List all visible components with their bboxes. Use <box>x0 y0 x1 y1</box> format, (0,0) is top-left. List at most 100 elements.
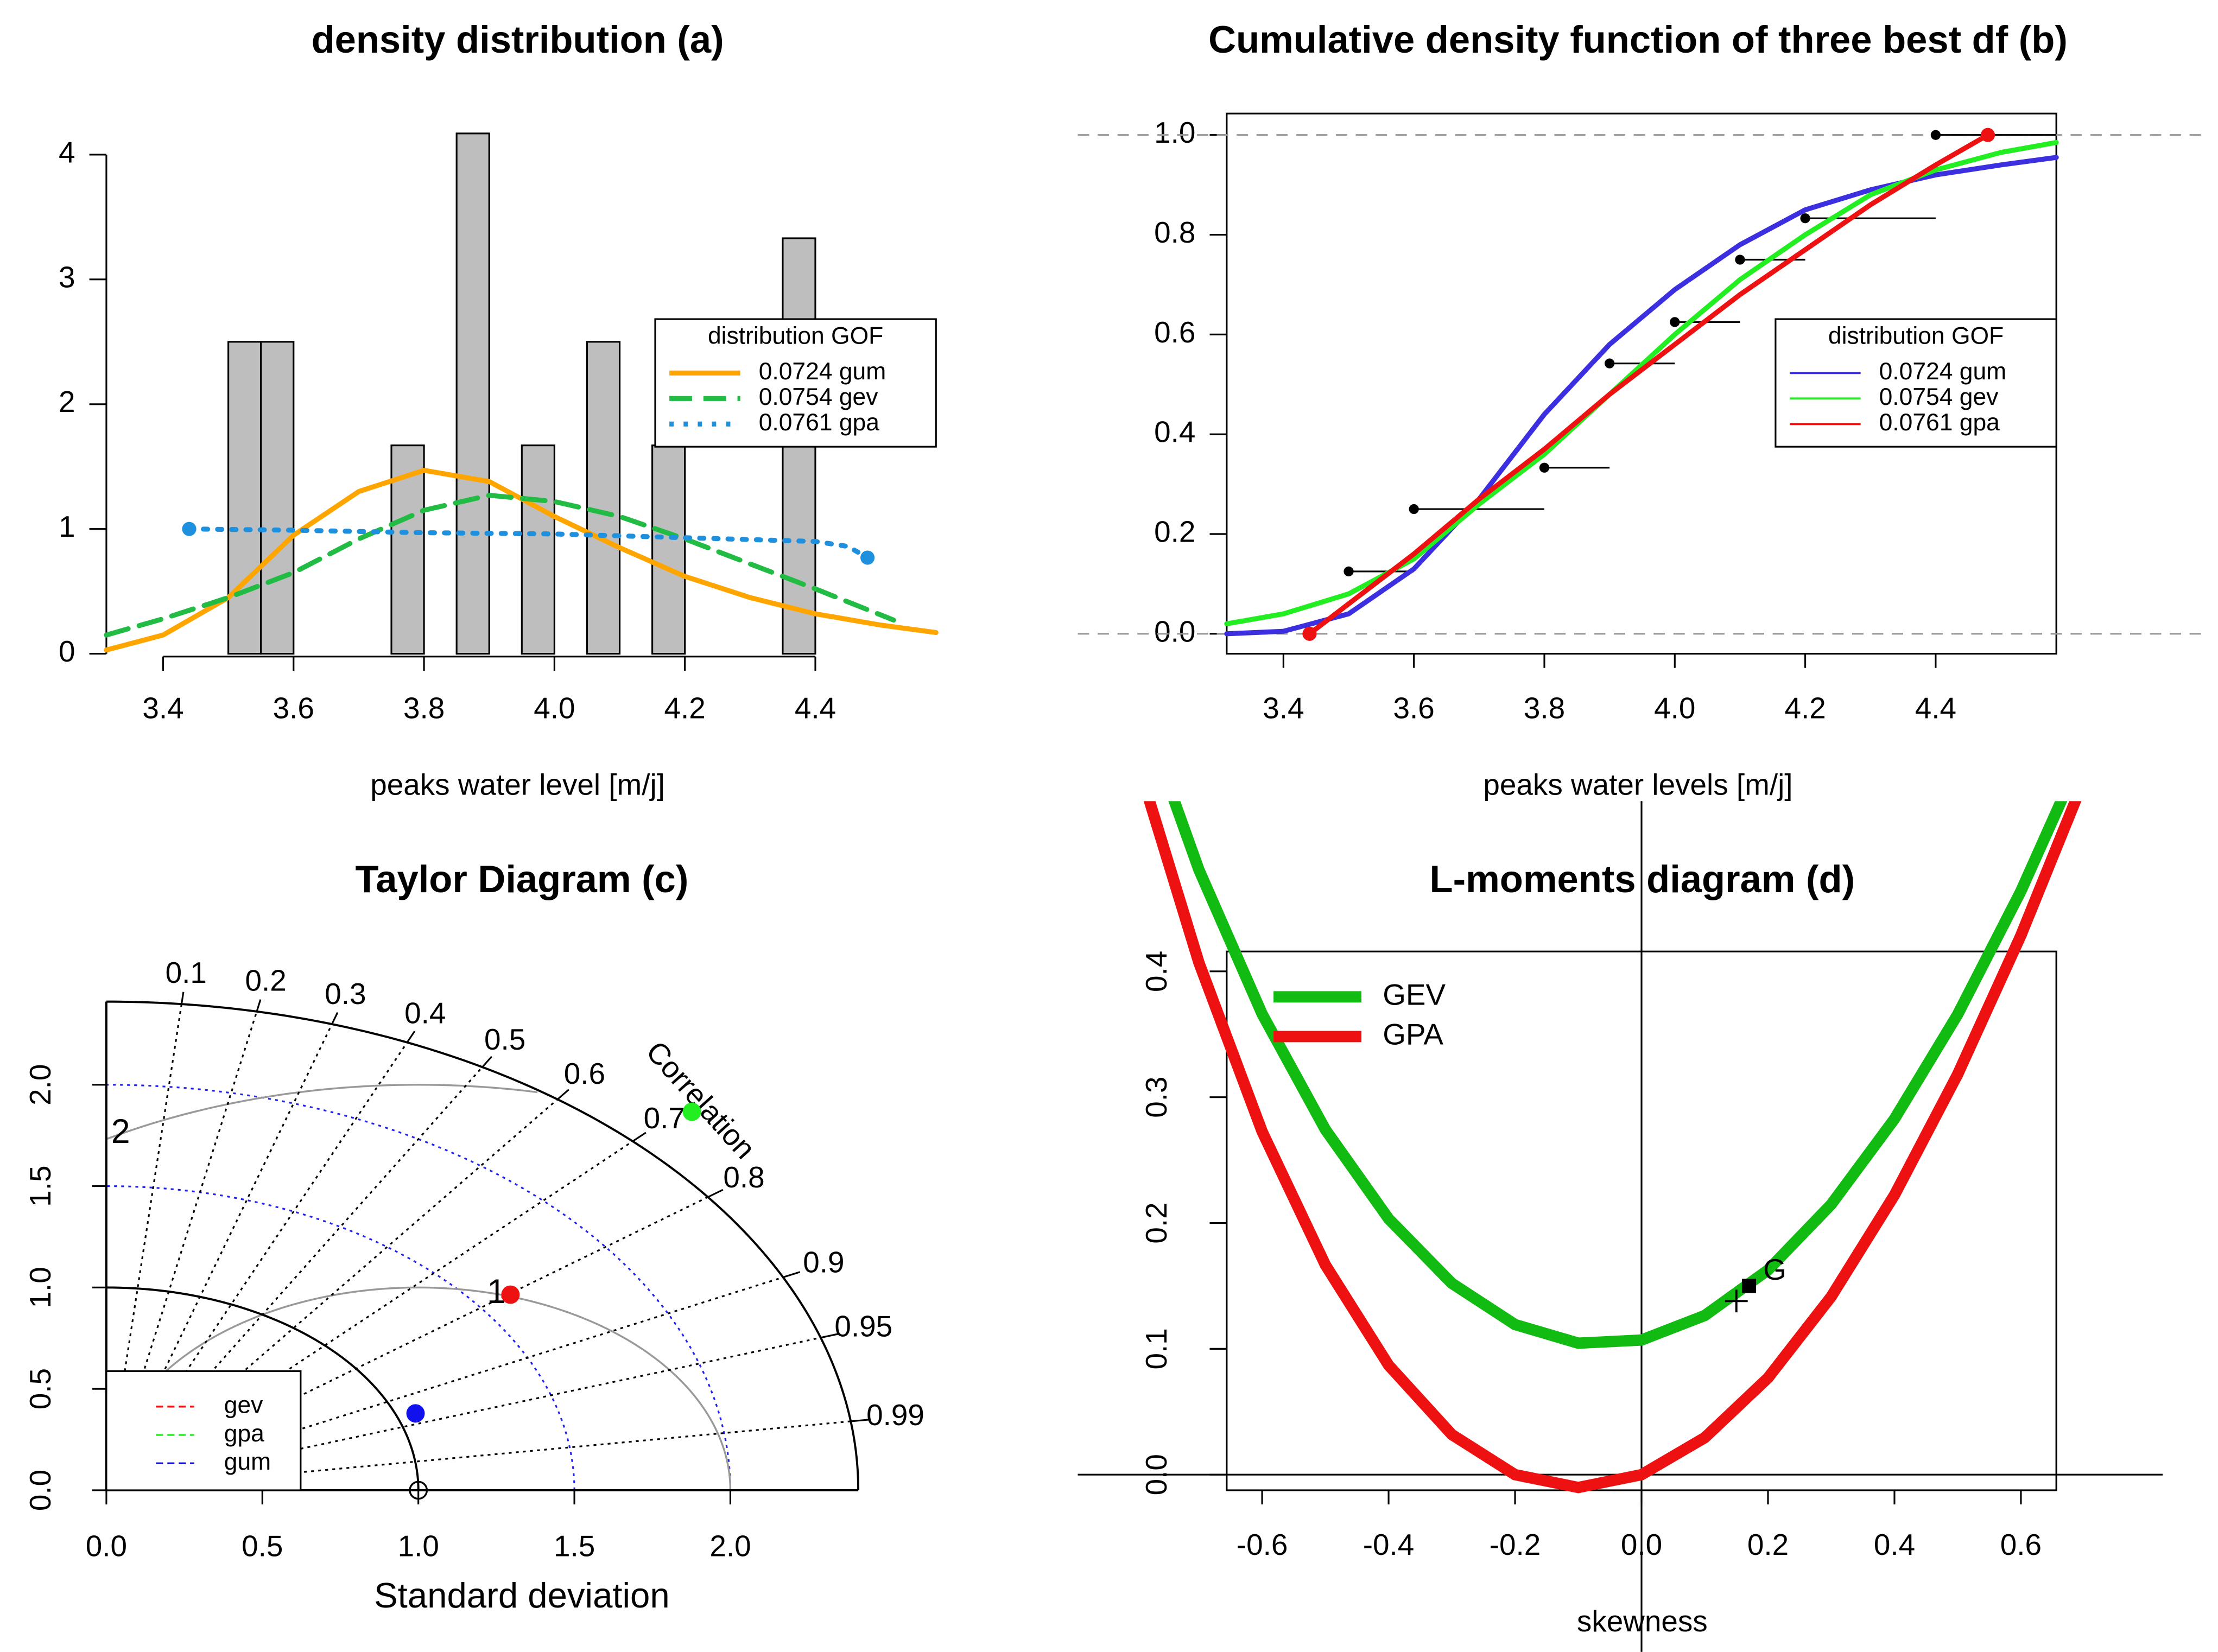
chart-title: Taylor Diagram (c) <box>355 857 688 900</box>
correlation-ray <box>106 1276 784 1491</box>
legend-box <box>105 1370 302 1491</box>
correlation-tick <box>481 1056 493 1068</box>
correlation-tick <box>331 1012 339 1025</box>
y-tick-label: 2 <box>59 385 75 418</box>
y-tick-label: 1.5 <box>23 1165 57 1206</box>
y-tick-label: 3 <box>59 260 75 294</box>
model-point <box>682 1102 701 1121</box>
model-point <box>501 1285 520 1304</box>
correlation-tick <box>406 1031 416 1043</box>
x-tick-label: 0.0 <box>86 1529 127 1563</box>
legend-label: 0.0761 gpa <box>759 409 880 436</box>
series-endpoint <box>1302 626 1317 641</box>
reference-arc <box>106 1286 420 1490</box>
point-plus <box>1725 1289 1748 1313</box>
legend-label: gpa <box>224 1420 264 1447</box>
bar <box>455 132 490 655</box>
x-tick-label: 0.4 <box>1874 1528 1915 1561</box>
series-endpoint <box>860 550 875 565</box>
x-tick-label: -0.6 <box>1237 1528 1288 1561</box>
ecdf-point <box>1344 566 1354 577</box>
bar <box>586 341 621 655</box>
correlation-tick <box>707 1189 724 1198</box>
legend-label: GEV <box>1383 977 1446 1011</box>
x-tick-label: 3.6 <box>273 691 314 725</box>
outer-arc <box>106 1000 860 1490</box>
x-tick-label: 1.5 <box>554 1529 595 1563</box>
y-tick-label: 0.6 <box>1154 315 1195 349</box>
x-axis-label: peaks water level [m/j] <box>370 768 665 802</box>
ecdf-point <box>1539 462 1550 473</box>
chart-title: density distribution (a) <box>312 18 724 61</box>
ecdf-point <box>1735 255 1745 265</box>
y-tick-label: 2.0 <box>23 1064 57 1105</box>
x-axis-label: peaks water levels [m/j] <box>1483 768 1792 802</box>
legend-box <box>1775 318 2057 448</box>
correlation-ray <box>106 1140 633 1491</box>
y-tick-label: 1.0 <box>1154 116 1195 149</box>
x-tick-label: -0.4 <box>1363 1528 1415 1561</box>
legend-title: distribution GOF <box>708 323 883 350</box>
rms-arc <box>106 1084 538 1140</box>
correlation-tick <box>783 1271 801 1279</box>
correlation-tick <box>256 999 262 1012</box>
x-tick-label: 0.2 <box>1747 1528 1789 1561</box>
y-tick-label: 0.4 <box>1139 951 1173 992</box>
x-tick-label: 3.6 <box>1393 691 1435 725</box>
x-axis-label: Standard deviation <box>374 1575 670 1615</box>
ecdf-point <box>1604 358 1615 368</box>
point-square <box>1741 1279 1757 1293</box>
correlation-tick <box>557 1089 569 1100</box>
correlation-tick-label: 0.95 <box>834 1309 892 1343</box>
legend-label: 0.0754 gev <box>759 384 879 410</box>
correlation-tick-label: 0.8 <box>723 1160 764 1194</box>
y-tick-label: 0.1 <box>1139 1328 1173 1369</box>
correlation-tick-label: 0.2 <box>245 963 286 997</box>
correlation-tick <box>851 1419 870 1422</box>
x-tick-label: 3.8 <box>1524 691 1565 725</box>
series-line <box>1224 155 2059 637</box>
correlation-ray <box>105 1041 408 1491</box>
correlation-tick-label: 0.4 <box>404 996 446 1030</box>
x-tick-label: 4.4 <box>1915 691 1956 725</box>
correlation-tick <box>180 992 185 1005</box>
ecdf-point <box>1930 130 1941 140</box>
bar <box>521 444 555 655</box>
series-line <box>186 526 870 561</box>
sd-arc <box>106 1185 575 1490</box>
x-tick-label: 4.0 <box>534 691 575 725</box>
y-tick-label: 0.5 <box>23 1368 57 1409</box>
correlation-ray <box>106 1196 708 1491</box>
correlation-tick-label: 0.5 <box>484 1022 525 1056</box>
rms-label: 2 <box>111 1113 130 1151</box>
series-line <box>1307 132 1991 637</box>
legend-label: 0.0724 gum <box>759 358 886 385</box>
x-tick-label: 0.6 <box>2000 1528 2042 1561</box>
x-tick-label: 3.8 <box>403 691 445 725</box>
x-tick-label: 2.0 <box>709 1529 751 1563</box>
series-line <box>1168 801 2068 1349</box>
y-tick-label: 0.0 <box>1154 614 1195 648</box>
legend-box <box>654 318 937 448</box>
series-line <box>104 492 896 638</box>
x-tick-label: 3.4 <box>1263 691 1304 725</box>
bar <box>651 444 686 655</box>
series-endpoint <box>182 522 197 536</box>
legend-label: gev <box>224 1392 263 1419</box>
legend-label: GPA <box>1383 1017 1443 1051</box>
x-tick-label: 1.0 <box>398 1529 439 1563</box>
legend-label: 0.0761 gpa <box>1879 409 2000 436</box>
y-tick-label: 0.2 <box>1139 1202 1173 1243</box>
ecdf-point <box>1670 317 1680 327</box>
x-tick-label: 4.2 <box>664 691 706 725</box>
y-tick-label: 0.3 <box>1139 1077 1173 1118</box>
x-tick-label: 4.4 <box>795 691 836 725</box>
y-tick-label: 0.0 <box>23 1470 57 1511</box>
correlation-tick-label: 0.3 <box>325 977 366 1011</box>
legend-title: distribution GOF <box>1828 323 2004 350</box>
correlation-tick-label: 0.1 <box>166 956 207 989</box>
point-label: G <box>1763 1253 1786 1286</box>
series-endpoint <box>1980 128 1995 142</box>
